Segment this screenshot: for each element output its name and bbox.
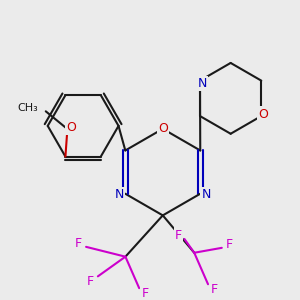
Text: F: F [75, 237, 82, 250]
Text: O: O [66, 121, 76, 134]
Text: O: O [158, 122, 168, 135]
Text: CH₃: CH₃ [17, 103, 38, 113]
Text: F: F [226, 238, 233, 251]
Text: F: F [175, 229, 182, 242]
Text: N: N [115, 188, 124, 201]
Text: F: F [142, 286, 148, 300]
Text: F: F [210, 283, 218, 296]
Text: F: F [86, 275, 94, 288]
Text: N: N [197, 77, 207, 90]
Text: N: N [202, 188, 211, 201]
Text: O: O [258, 108, 268, 121]
